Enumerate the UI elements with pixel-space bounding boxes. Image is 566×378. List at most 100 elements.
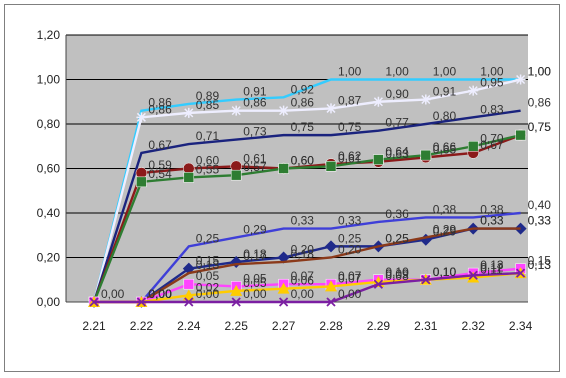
data-label: 0,63 <box>385 147 409 161</box>
data-label: 0,25 <box>385 231 409 245</box>
triangle-marker <box>230 284 243 296</box>
data-label: 0,06 <box>291 274 315 288</box>
star-marker <box>136 112 147 123</box>
data-label: 0,05 <box>243 271 267 285</box>
square-marker <box>373 154 384 165</box>
data-label: 0,09 <box>385 267 409 281</box>
data-label: 0,86 <box>148 102 172 116</box>
data-label: 0,73 <box>243 125 267 139</box>
cross-marker <box>373 279 384 289</box>
data-label: 0,86 <box>148 96 172 110</box>
star-marker <box>420 94 431 105</box>
data-label: 0,54 <box>148 167 172 181</box>
data-label: 0,67 <box>148 138 172 152</box>
data-label: 0,67 <box>480 138 504 152</box>
square-marker <box>230 169 242 181</box>
data-label: 0,25 <box>338 231 362 245</box>
star-marker <box>231 105 242 116</box>
data-label: 0,66 <box>433 140 457 154</box>
data-label: 0,57 <box>243 160 267 174</box>
star-marker <box>373 96 384 107</box>
cross-marker <box>278 297 289 307</box>
data-label: 0,86 <box>291 96 315 110</box>
series-5 <box>94 211 521 304</box>
data-label: 0,90 <box>385 87 409 101</box>
series-0 <box>92 78 521 303</box>
data-label: 0,13 <box>528 258 552 272</box>
series-1 <box>89 74 526 307</box>
x-axis: 2.21 2.22 2.24 2.25 2.27 2.28 2.29 2.31 2.32 2.34 <box>66 301 533 333</box>
star-marker <box>278 105 289 116</box>
series-7 <box>94 227 521 304</box>
x-tick-label: 2.31 <box>414 319 438 333</box>
cross-marker <box>515 268 526 278</box>
data-label: 0,12 <box>480 260 504 274</box>
data-label: 0,08 <box>385 269 409 283</box>
data-label: 0,18 <box>291 247 315 261</box>
series-line <box>92 78 521 303</box>
data-label: 0,11 <box>480 263 503 277</box>
x-tick-label: 2.21 <box>82 319 106 333</box>
cross-marker <box>468 270 478 280</box>
data-label: 0,75 <box>338 120 362 134</box>
data-label: 1,00 <box>528 65 552 79</box>
data-label: 0,15 <box>196 254 220 268</box>
data-label: 0,05 <box>243 276 267 290</box>
data-label: 0,85 <box>196 98 220 112</box>
data-label: 0,71 <box>196 129 220 143</box>
data-label: 0,02 <box>196 280 220 294</box>
data-label: 0,00 <box>148 287 172 301</box>
cross-marker <box>421 275 431 285</box>
data-label: 0,92 <box>291 82 315 96</box>
cross-marker <box>184 297 194 307</box>
square-marker <box>420 149 432 161</box>
data-label: 0,33 <box>338 214 362 228</box>
data-label: 0,75 <box>291 120 315 134</box>
x-tick-label: 2.25 <box>225 319 249 333</box>
data-label: 0,40 <box>528 198 552 212</box>
data-label: 0,00 <box>148 287 172 301</box>
data-label: 0,10 <box>433 265 457 279</box>
square-marker <box>325 161 337 172</box>
triangle-marker <box>182 289 195 301</box>
series-line <box>92 133 521 303</box>
data-label: 0,00 <box>291 287 315 301</box>
square-marker <box>278 163 289 174</box>
data-label: 0,33 <box>480 214 504 228</box>
data-label: 0,07 <box>291 269 315 283</box>
data-label: 0,77 <box>385 116 409 130</box>
data-label: 0,13 <box>196 258 220 272</box>
data-label: 0,60 <box>291 154 315 168</box>
star-marker <box>515 74 526 85</box>
data-label: 0,75 <box>528 120 552 134</box>
data-label: 0,00 <box>148 287 172 301</box>
data-label: 0,86 <box>243 96 267 110</box>
diamond-marker <box>325 240 337 253</box>
series-line <box>94 211 521 304</box>
data-label: 0,60 <box>196 154 220 168</box>
data-label: 0,86 <box>528 96 552 110</box>
data-label: 0,00 <box>338 287 362 301</box>
data-label: 1,00 <box>433 65 457 79</box>
data-label: 0,00 <box>148 287 172 301</box>
series-line <box>92 78 521 303</box>
star-marker <box>468 85 479 96</box>
x-tick-label: 2.27 <box>272 319 296 333</box>
square-marker <box>183 172 195 183</box>
data-label: 0,18 <box>243 247 267 261</box>
cross-marker <box>136 297 147 307</box>
data-label: 0,29 <box>243 222 267 236</box>
data-label: 0,87 <box>338 93 362 107</box>
data-label: 0,00 <box>101 287 125 301</box>
square-marker <box>515 129 526 141</box>
square-marker <box>183 278 195 290</box>
data-label: 0,00 <box>148 287 172 301</box>
y-tick-label: 0,60 <box>37 162 61 176</box>
data-label: 1,00 <box>338 65 362 79</box>
data-label: 1,00 <box>528 65 552 79</box>
data-label: 0,64 <box>385 145 409 159</box>
data-label: 0,83 <box>480 102 504 116</box>
data-label: 0,13 <box>480 258 504 272</box>
data-label: 0,10 <box>433 265 457 279</box>
data-label: 0,70 <box>480 131 504 145</box>
